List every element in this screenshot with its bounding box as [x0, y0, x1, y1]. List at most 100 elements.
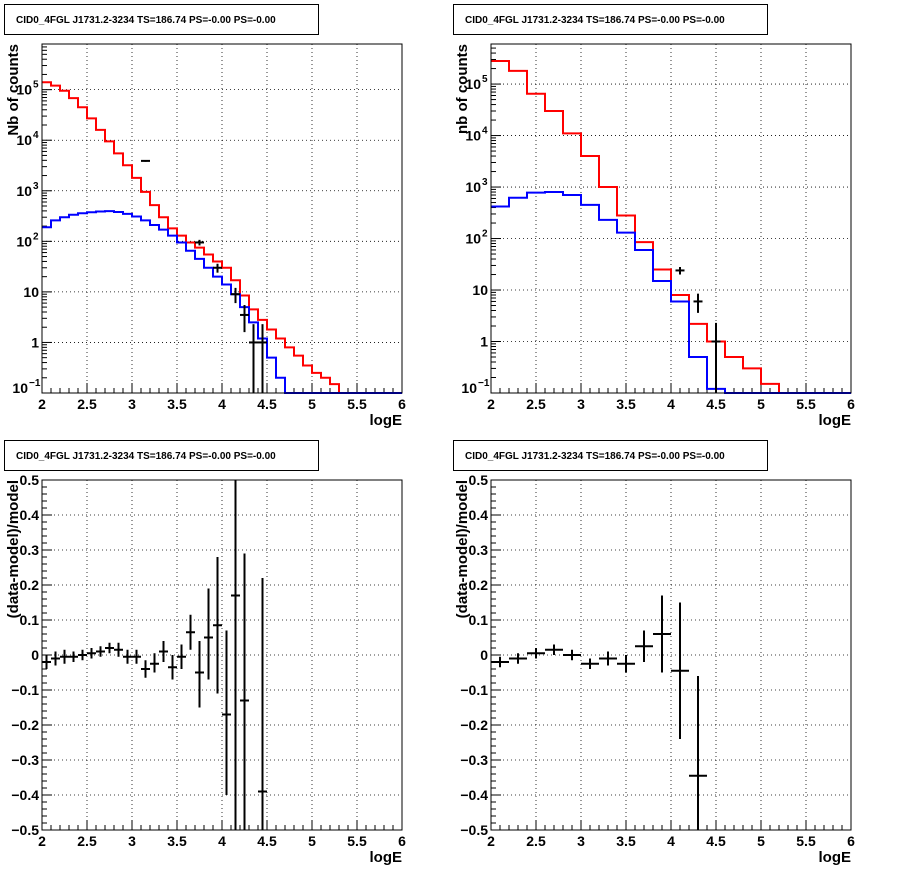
y-tick-label: 0.4 — [20, 507, 40, 523]
y-tick-exponent: 5 — [33, 80, 39, 91]
y-tick-label: −0.1 — [11, 682, 39, 698]
y-tick-exponent: 4 — [33, 130, 39, 141]
data-point — [123, 649, 132, 664]
data-point — [213, 557, 222, 694]
y-tick-label: 10 — [465, 76, 481, 92]
y-tick-label: 10 — [461, 380, 477, 396]
data-point — [42, 655, 51, 669]
y-tick-label: 1 — [480, 334, 488, 350]
data-point — [60, 649, 69, 664]
data-point — [509, 653, 527, 664]
panel-bottom-left: CID0_4FGL J1731.2-3234 TS=186.74 PS=-0.0… — [4, 440, 406, 866]
plot-frame — [41, 479, 403, 831]
title-box — [4, 440, 319, 471]
data-point — [87, 648, 96, 659]
y-tick-exponent: 4 — [482, 126, 488, 137]
data-point — [141, 660, 150, 678]
x-tick-label: 6 — [398, 396, 406, 412]
data-point — [195, 239, 204, 246]
data-point — [240, 553, 249, 830]
data-point — [258, 578, 267, 830]
x-tick-label: 2 — [487, 396, 495, 412]
y-tick-label: 10 — [465, 128, 481, 144]
panel-top-right: CID0_4FGL J1731.2-3234 TS=186.74 PS=-0.0… — [453, 4, 855, 429]
data-point — [78, 649, 87, 661]
plot-area — [491, 44, 851, 393]
y-tick-label: −0.2 — [11, 717, 39, 733]
y-tick-label: −0.1 — [460, 682, 488, 698]
y-tick-exponent: 3 — [482, 177, 488, 188]
x-tick-label: 5.5 — [347, 396, 367, 412]
x-tick-label: 4.5 — [257, 396, 277, 412]
y-tick-label: −0.4 — [460, 787, 488, 803]
data-points — [675, 266, 721, 393]
y-tick-label: 1 — [31, 334, 39, 350]
x-tick-label: 3.5 — [616, 396, 636, 412]
y-tick-label: −0.2 — [460, 717, 488, 733]
data-point — [711, 322, 721, 393]
data-point — [69, 651, 78, 662]
data-point — [177, 644, 186, 669]
y-tick-exponent: 3 — [33, 181, 39, 192]
x-tick-label: 2.5 — [77, 396, 97, 412]
x-tick-label: 2 — [38, 833, 46, 849]
data-point — [653, 595, 671, 673]
x-tick-label: 4.5 — [257, 833, 277, 849]
plot-frame — [490, 479, 852, 831]
y-axis-label: nb of counts — [454, 44, 471, 134]
data-point — [132, 649, 141, 664]
x-tick-label: 5.5 — [796, 396, 816, 412]
y-tick-label: 10 — [16, 233, 32, 249]
x-tick-label: 6 — [847, 396, 855, 412]
y-tick-label: 0.1 — [469, 612, 489, 628]
panel-top-left: CID0_4FGL J1731.2-3234 TS=186.74 PS=-0.0… — [4, 4, 406, 429]
data-point — [693, 293, 703, 313]
title-box — [4, 4, 319, 35]
y-axis-label: Nb of counts — [5, 44, 22, 136]
plot-frame — [41, 43, 403, 394]
y-tick-label: 0.2 — [469, 577, 489, 593]
data-point — [527, 648, 545, 659]
panel-bottom-right: CID0_4FGL J1731.2-3234 TS=186.74 PS=-0.0… — [453, 440, 855, 866]
y-tick-exponent: −1 — [29, 378, 41, 389]
y-tick-exponent: −1 — [478, 378, 490, 389]
x-tick-label: 4.5 — [706, 396, 726, 412]
x-tick-label: 5 — [308, 396, 316, 412]
plot-frame — [490, 43, 852, 394]
x-tick-label: 4 — [667, 833, 675, 849]
data-point — [105, 642, 114, 654]
x-tick-label: 6 — [847, 833, 855, 849]
data-point — [168, 655, 177, 680]
grid — [491, 480, 851, 830]
x-axis-label: logE — [819, 849, 852, 866]
x-axis-label: logE — [819, 412, 852, 429]
x-tick-label: 5 — [757, 833, 765, 849]
data-point — [675, 266, 685, 275]
x-axis-label: logE — [370, 412, 403, 429]
y-tick-exponent: 2 — [33, 231, 39, 242]
data-point — [186, 614, 195, 650]
data-point — [141, 159, 150, 162]
data-point — [671, 602, 689, 739]
data-point — [249, 324, 258, 393]
data-point — [51, 651, 60, 666]
data-point — [96, 646, 105, 657]
x-tick-label: 2.5 — [526, 396, 546, 412]
x-tick-label: 3.5 — [167, 396, 187, 412]
x-tick-label: 5 — [308, 833, 316, 849]
y-tick-label: 0.2 — [20, 577, 40, 593]
series-line-0 — [42, 81, 402, 394]
data-point — [159, 641, 168, 662]
y-tick-label: −0.3 — [11, 752, 39, 768]
y-tick-label: 10 — [16, 82, 32, 98]
y-tick-label: 10 — [12, 380, 28, 396]
x-tick-label: 3 — [577, 833, 585, 849]
data-points — [141, 159, 267, 393]
y-tick-label: 0.3 — [469, 542, 489, 558]
chart-title: CID0_4FGL J1731.2-3234 TS=186.74 PS=-0.0… — [465, 15, 725, 26]
x-axis-label: logE — [370, 849, 403, 866]
title-box — [453, 440, 768, 471]
y-tick-label: 10 — [16, 132, 32, 148]
chart-title: CID0_4FGL J1731.2-3234 TS=186.74 PS=-0.0… — [16, 15, 276, 26]
